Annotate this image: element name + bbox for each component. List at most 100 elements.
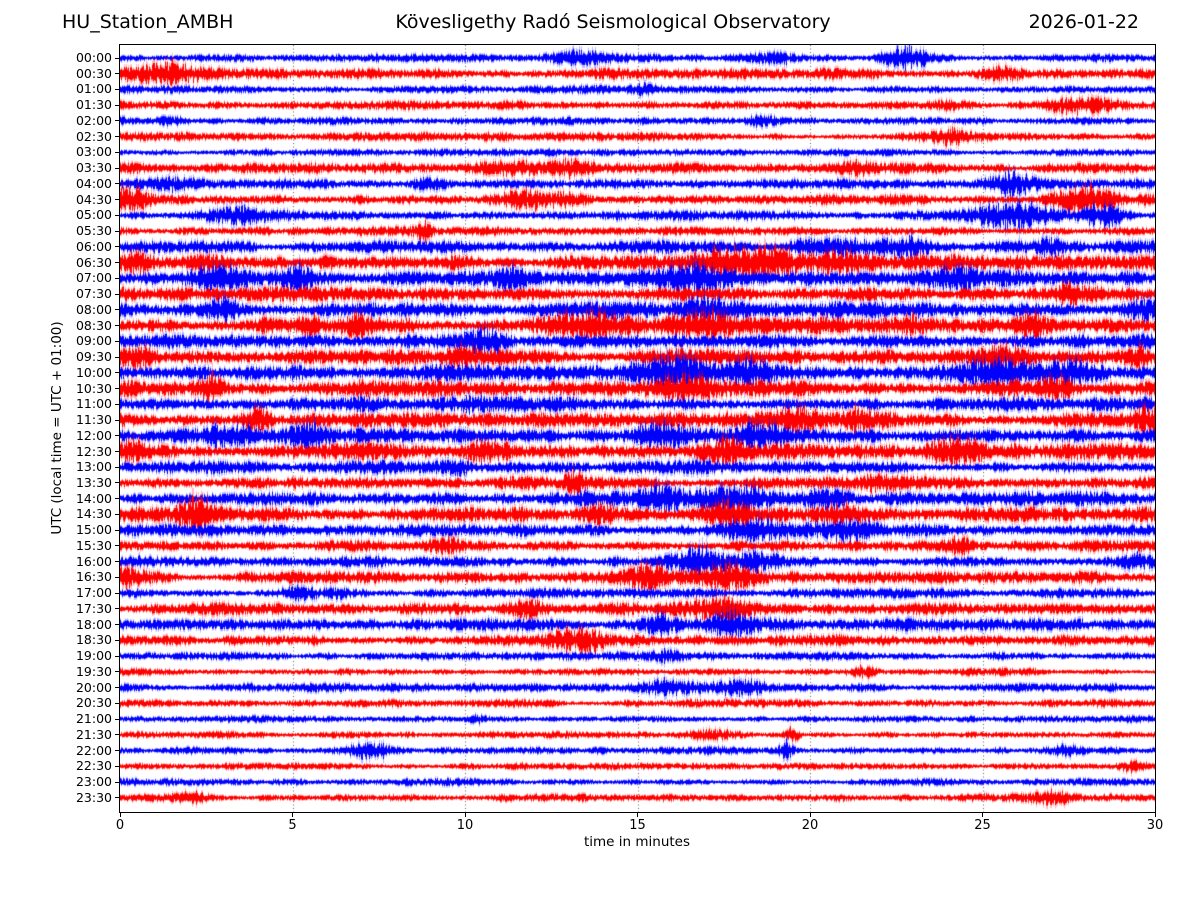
y-axis-tick xyxy=(115,655,120,657)
y-tick-label: 17:30 xyxy=(75,600,112,616)
y-tick-label: 15:30 xyxy=(75,537,112,553)
y-tick-label: 11:30 xyxy=(75,412,112,428)
y-axis-tick xyxy=(115,671,120,673)
y-axis-tick xyxy=(115,765,120,767)
y-axis-tick xyxy=(115,293,120,295)
y-axis-tick xyxy=(115,561,120,563)
x-tick-label: 20 xyxy=(801,818,819,833)
y-tick-label: 22:00 xyxy=(75,742,112,758)
y-tick-label: 03:00 xyxy=(75,144,112,160)
y-axis-tick xyxy=(115,388,120,390)
y-tick-label: 18:00 xyxy=(75,616,112,632)
y-axis-tick xyxy=(115,120,120,122)
y-axis-tick xyxy=(115,356,120,358)
x-tick-label: 0 xyxy=(115,818,125,833)
y-tick-label: 09:30 xyxy=(75,349,112,365)
y-tick-label: 20:30 xyxy=(75,695,112,711)
y-tick-label: 14:30 xyxy=(75,506,112,522)
x-axis-label: time in minutes xyxy=(583,834,691,850)
y-tick-label: 12:30 xyxy=(75,443,112,459)
y-tick-label: 12:00 xyxy=(75,427,112,443)
y-tick-label: 00:00 xyxy=(75,50,112,65)
y-axis-tick xyxy=(115,576,120,578)
y-tick-label: 04:00 xyxy=(75,175,112,191)
y-axis-tick xyxy=(115,781,120,783)
x-tick-label: 25 xyxy=(974,818,991,833)
station-title: HU_Station_AMBH xyxy=(62,11,234,33)
y-tick-label: 21:00 xyxy=(75,711,112,727)
y-axis-tick xyxy=(115,451,120,452)
y-axis-tick xyxy=(115,340,120,342)
y-tick-label: 13:30 xyxy=(75,474,112,490)
x-axis-tick xyxy=(982,812,983,817)
y-axis-tick xyxy=(115,325,120,327)
observatory-title: Kövesligethy Radó Seismological Observat… xyxy=(395,11,831,33)
y-axis-tick xyxy=(115,529,120,531)
y-tick-label: 18:30 xyxy=(75,632,112,648)
x-tick-label: 5 xyxy=(288,818,297,833)
y-axis-tick xyxy=(115,73,120,75)
y-tick-label: 06:00 xyxy=(75,238,112,254)
y-axis-tick xyxy=(115,466,120,468)
y-tick-label: 19:00 xyxy=(75,648,112,664)
x-axis-tick xyxy=(292,812,293,817)
y-axis-tick xyxy=(115,435,120,437)
y-tick-label: 17:00 xyxy=(75,585,112,601)
y-tick-label: 16:00 xyxy=(75,553,112,569)
y-axis-tick xyxy=(115,372,120,374)
y-tick-label: 20:00 xyxy=(75,679,112,695)
x-tick-label: 15 xyxy=(629,818,646,833)
y-axis-tick xyxy=(115,151,120,153)
y-tick-label: 02:30 xyxy=(75,128,112,144)
x-tick-label: 10 xyxy=(456,818,474,833)
y-axis-tick xyxy=(115,639,120,641)
y-tick-label: 03:30 xyxy=(75,160,112,176)
y-tick-label: 05:00 xyxy=(75,207,112,223)
y-tick-label: 13:00 xyxy=(75,459,112,475)
y-tick-label: 21:30 xyxy=(75,726,112,742)
y-axis-tick xyxy=(115,734,120,736)
y-axis-tick xyxy=(115,183,120,185)
y-axis-tick xyxy=(115,702,120,704)
y-tick-label: 02:00 xyxy=(75,112,112,128)
y-tick-label: 14:00 xyxy=(75,490,112,506)
y-axis-tick xyxy=(115,482,120,484)
y-tick-label: 10:00 xyxy=(75,364,112,380)
y-axis-tick xyxy=(115,230,120,232)
y-axis-tick xyxy=(115,246,120,248)
y-tick-label: 07:30 xyxy=(75,286,112,302)
y-axis-tick xyxy=(115,545,120,547)
y-axis-tick xyxy=(115,57,120,59)
y-tick-label: 08:00 xyxy=(75,301,112,317)
y-axis-tick xyxy=(115,797,120,799)
y-axis-tick xyxy=(115,513,120,515)
x-axis-tick xyxy=(637,812,638,817)
y-axis-tick xyxy=(115,687,120,689)
seismogram-canvas xyxy=(120,45,1155,812)
x-axis-tick xyxy=(464,812,466,817)
y-axis-tick xyxy=(115,136,120,138)
y-axis-tick xyxy=(115,167,120,169)
y-tick-label: 15:00 xyxy=(75,522,112,538)
y-tick-label: 08:30 xyxy=(75,317,112,333)
y-axis-tick xyxy=(115,104,120,106)
y-tick-label: 22:30 xyxy=(75,758,112,774)
y-tick-label: 16:30 xyxy=(75,569,112,585)
y-tick-label: 09:00 xyxy=(75,333,112,349)
y-axis-tick xyxy=(115,750,120,752)
date-title: 2026-01-22 xyxy=(1028,11,1139,33)
y-tick-label: 23:30 xyxy=(75,789,112,805)
y-axis-tick xyxy=(115,262,120,264)
y-axis-tick xyxy=(115,309,120,311)
y-axis-tick xyxy=(115,277,120,279)
x-axis-tick xyxy=(119,812,121,817)
y-tick-label: 11:00 xyxy=(75,396,112,412)
y-axis-tick xyxy=(115,592,120,594)
y-axis-tick xyxy=(115,498,120,500)
y-tick-label: 19:30 xyxy=(75,663,112,679)
y-tick-label: 05:30 xyxy=(75,223,112,239)
y-axis-tick xyxy=(115,608,120,610)
y-tick-label: 23:00 xyxy=(75,774,112,790)
y-axis-tick xyxy=(115,214,120,216)
